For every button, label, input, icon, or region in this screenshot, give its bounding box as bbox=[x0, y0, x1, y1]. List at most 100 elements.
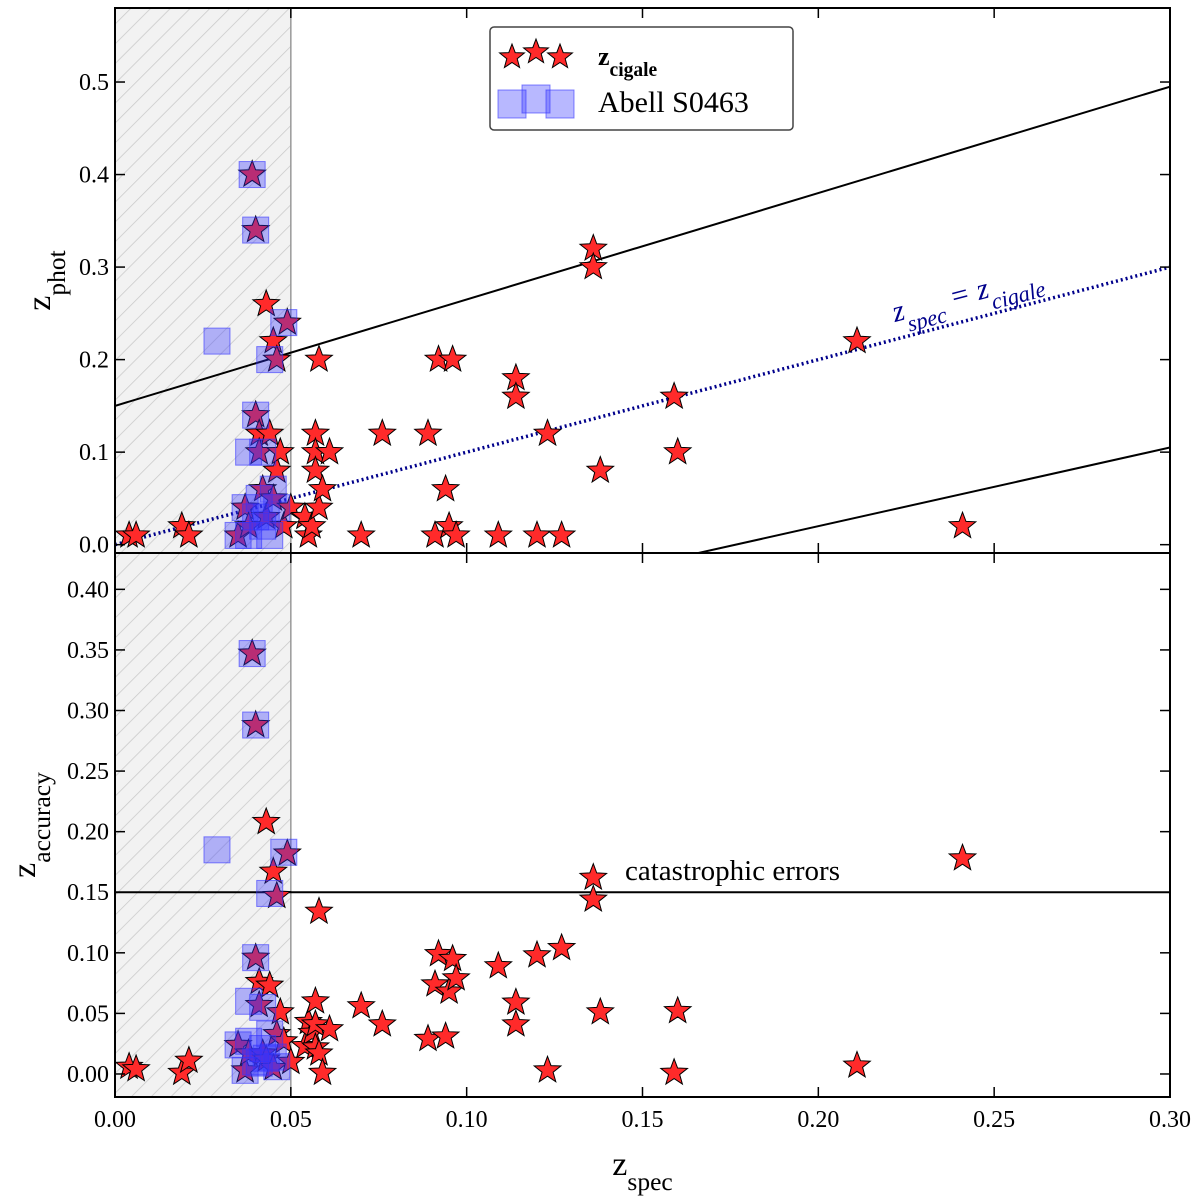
star-marker bbox=[314, 436, 345, 465]
square-marker bbox=[256, 1020, 284, 1048]
square-marker bbox=[245, 1049, 273, 1077]
star-marker bbox=[121, 1053, 151, 1082]
star-marker bbox=[437, 943, 468, 972]
square-marker bbox=[203, 327, 231, 355]
star-marker bbox=[230, 492, 260, 521]
star-marker bbox=[663, 436, 693, 465]
star-marker bbox=[501, 1008, 531, 1037]
star-marker bbox=[532, 1054, 563, 1083]
star-marker bbox=[947, 842, 978, 871]
square-marker bbox=[252, 503, 280, 531]
star-marker bbox=[304, 1037, 334, 1066]
square-marker bbox=[242, 503, 270, 531]
square-marker bbox=[259, 475, 287, 503]
star-marker bbox=[413, 418, 443, 447]
square-marker bbox=[256, 346, 284, 374]
star-marker bbox=[174, 519, 204, 548]
star-marker bbox=[346, 519, 376, 548]
y-tick-label: 0.40 bbox=[67, 577, 109, 603]
square-marker bbox=[497, 89, 527, 119]
star-marker bbox=[241, 942, 271, 971]
star-marker bbox=[241, 709, 271, 738]
square-marker bbox=[256, 879, 284, 907]
square-marker bbox=[259, 1043, 287, 1071]
star-marker bbox=[237, 638, 267, 667]
star-marker bbox=[300, 1008, 331, 1037]
threshold-annotation: catastrophic errors bbox=[625, 855, 840, 887]
star-marker bbox=[174, 1045, 204, 1074]
x-tick-label: 0.15 bbox=[622, 1107, 664, 1133]
star-marker bbox=[307, 473, 338, 502]
star-marker bbox=[430, 1020, 461, 1049]
square-marker bbox=[263, 1053, 291, 1081]
y-tick-label: 0.0 bbox=[79, 533, 109, 559]
star-marker bbox=[265, 436, 295, 465]
star-marker bbox=[441, 962, 471, 991]
square-marker bbox=[545, 89, 575, 119]
square-marker bbox=[263, 494, 291, 522]
square-marker bbox=[270, 309, 298, 337]
line-annotation: zspec = zcigale bbox=[887, 258, 1048, 339]
star-marker bbox=[237, 159, 267, 188]
star-marker bbox=[121, 519, 151, 548]
star-marker bbox=[276, 1046, 306, 1075]
star-marker bbox=[659, 381, 689, 410]
square-marker bbox=[249, 1035, 277, 1063]
star-marker bbox=[498, 42, 526, 69]
x-tick-label: 0.25 bbox=[973, 1107, 1015, 1133]
star-marker bbox=[585, 996, 615, 1025]
square-marker bbox=[242, 401, 270, 429]
x-tick-label: 0.20 bbox=[797, 1107, 839, 1133]
star-marker bbox=[532, 418, 563, 447]
star-marker bbox=[842, 325, 872, 354]
x-tick-label: 0.00 bbox=[94, 1107, 136, 1133]
y-tick-label: 0.3 bbox=[79, 255, 109, 281]
star-marker bbox=[367, 1008, 397, 1037]
square-marker bbox=[249, 512, 277, 540]
star-marker bbox=[314, 1013, 345, 1042]
star-marker bbox=[522, 939, 552, 968]
star-marker bbox=[430, 473, 461, 502]
square-marker bbox=[256, 521, 284, 549]
star-marker bbox=[258, 856, 288, 885]
star-marker bbox=[585, 455, 615, 484]
x-tick-label: 0.30 bbox=[1149, 1107, 1191, 1133]
square-marker bbox=[521, 84, 551, 114]
square-marker bbox=[245, 484, 273, 512]
star-marker bbox=[241, 399, 271, 428]
square-marker bbox=[238, 161, 266, 189]
star-marker bbox=[420, 968, 450, 997]
y-axis-label: zphot bbox=[21, 250, 71, 310]
star-marker bbox=[262, 344, 292, 373]
star-marker bbox=[251, 806, 281, 835]
square-marker bbox=[231, 1056, 259, 1084]
star-marker bbox=[578, 884, 608, 912]
square-marker bbox=[231, 494, 259, 522]
star-marker bbox=[304, 344, 334, 373]
star-marker bbox=[483, 519, 513, 548]
star-marker bbox=[441, 519, 471, 548]
y-tick-label: 0.30 bbox=[67, 699, 109, 725]
square-marker bbox=[235, 521, 263, 549]
star-marker bbox=[578, 862, 608, 891]
shaded-region bbox=[115, 8, 291, 553]
star-marker bbox=[272, 838, 302, 866]
square-marker bbox=[203, 836, 231, 864]
y-tick-label: 0.20 bbox=[67, 820, 109, 846]
y-tick-label: 0.00 bbox=[67, 1062, 109, 1088]
star-marker bbox=[437, 344, 468, 373]
star-marker bbox=[258, 1052, 288, 1081]
star-marker bbox=[663, 995, 693, 1024]
star-marker bbox=[842, 1050, 872, 1078]
star-marker bbox=[483, 950, 513, 979]
star-marker bbox=[230, 1054, 260, 1083]
star-marker bbox=[501, 381, 531, 410]
star-marker bbox=[233, 510, 264, 539]
y-axis-label: zaccuracy bbox=[6, 772, 56, 878]
star-marker bbox=[304, 492, 334, 521]
star-marker bbox=[300, 985, 331, 1014]
x-tick-label: 0.10 bbox=[446, 1107, 488, 1133]
star-marker bbox=[300, 455, 331, 484]
star-marker bbox=[578, 251, 608, 280]
square-marker bbox=[238, 640, 266, 668]
